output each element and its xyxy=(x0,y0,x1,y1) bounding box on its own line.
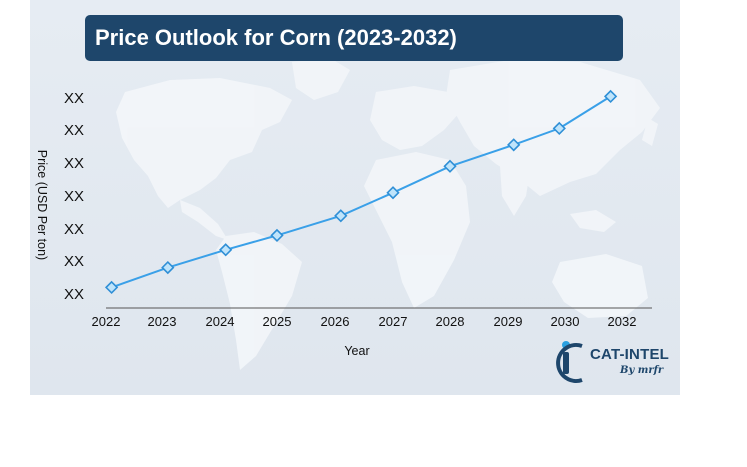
y-tick-label: XX xyxy=(64,221,84,238)
chart-title: Price Outlook for Corn (2023-2032) xyxy=(95,25,457,50)
logo-mark-icon xyxy=(556,341,583,383)
series-line xyxy=(111,95,612,289)
x-tick-label: 2024 xyxy=(206,314,235,329)
chart-title-bar: Price Outlook for Corn (2023-2032) xyxy=(85,15,623,61)
x-tick-label: 2027 xyxy=(379,314,408,329)
x-tick-label: 2032 xyxy=(608,314,637,329)
y-axis-title: Price (USD Per ton) xyxy=(35,150,49,260)
world-map-background xyxy=(116,58,660,370)
data-point-marker xyxy=(443,159,457,173)
data-point-marker xyxy=(219,243,233,257)
y-tick-label: XX xyxy=(64,90,84,107)
data-point-marker xyxy=(161,260,175,275)
data-point-marker xyxy=(386,186,400,200)
data-point-marker xyxy=(334,209,348,223)
y-tick-label: XX xyxy=(64,122,84,139)
x-tick-label: 2025 xyxy=(263,314,292,329)
chart-panel: Price Outlook for Corn (2023-2032) XX XX X… xyxy=(30,0,680,395)
data-point-marker xyxy=(603,89,618,104)
x-axis-title: Year xyxy=(344,344,369,358)
logo-name: CAT-INTEL xyxy=(590,346,670,363)
x-tick-label: 2029 xyxy=(494,314,523,329)
data-point-marker xyxy=(104,280,119,295)
data-point-marker xyxy=(270,228,284,243)
x-tick-label: 2022 xyxy=(92,314,121,329)
logo-tagline: By mrfr xyxy=(620,365,664,376)
data-point-marker xyxy=(552,121,566,136)
y-tick-label: XX xyxy=(64,155,84,172)
x-tick-label: 2028 xyxy=(436,314,465,329)
data-point-marker xyxy=(507,138,521,152)
cat-intel-logo: CAT-INTEL By mrfr xyxy=(552,336,680,386)
x-tick-label: 2026 xyxy=(321,314,350,329)
x-tick-label: 2030 xyxy=(551,314,580,329)
y-tick-label: XX xyxy=(64,286,84,303)
x-tick-label: 2023 xyxy=(148,314,177,329)
y-tick-label: XX xyxy=(64,188,84,205)
y-tick-label: XX xyxy=(64,253,84,270)
line-chart: XX XX XX XX XX XX XX 2022 2023 2024 2025 2026 2027 20… xyxy=(35,89,652,358)
